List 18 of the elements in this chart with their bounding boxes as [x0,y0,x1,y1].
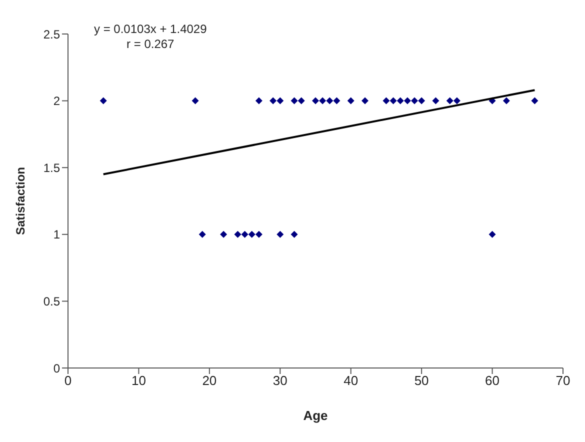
x-tick-label: 50 [414,373,429,388]
y-tick-label: 2 [53,94,60,108]
x-tick-label: 70 [556,373,570,388]
annotation: r = 0.267 [126,37,176,52]
x-tick-label: 20 [202,373,217,388]
x-tick-label: 10 [131,373,146,388]
x-tick-label: 30 [272,373,288,388]
x-tick-label: 60 [485,373,500,388]
x-tick-label: 0 [64,373,72,388]
y-tick-label: 0 [53,361,60,376]
x-tick-label: 40 [344,373,358,388]
y-tick-label: 2.5 [43,27,60,42]
x-axis-title: Age [303,408,328,423]
y-tick-label: 1 [53,228,60,242]
y-tick-label: 1.5 [43,160,60,175]
y-axis-title: Satisfaction [13,166,28,236]
y-tick-label: 0.5 [43,294,60,308]
annotation: y = 0.0103x + 1.4029 [94,22,207,37]
